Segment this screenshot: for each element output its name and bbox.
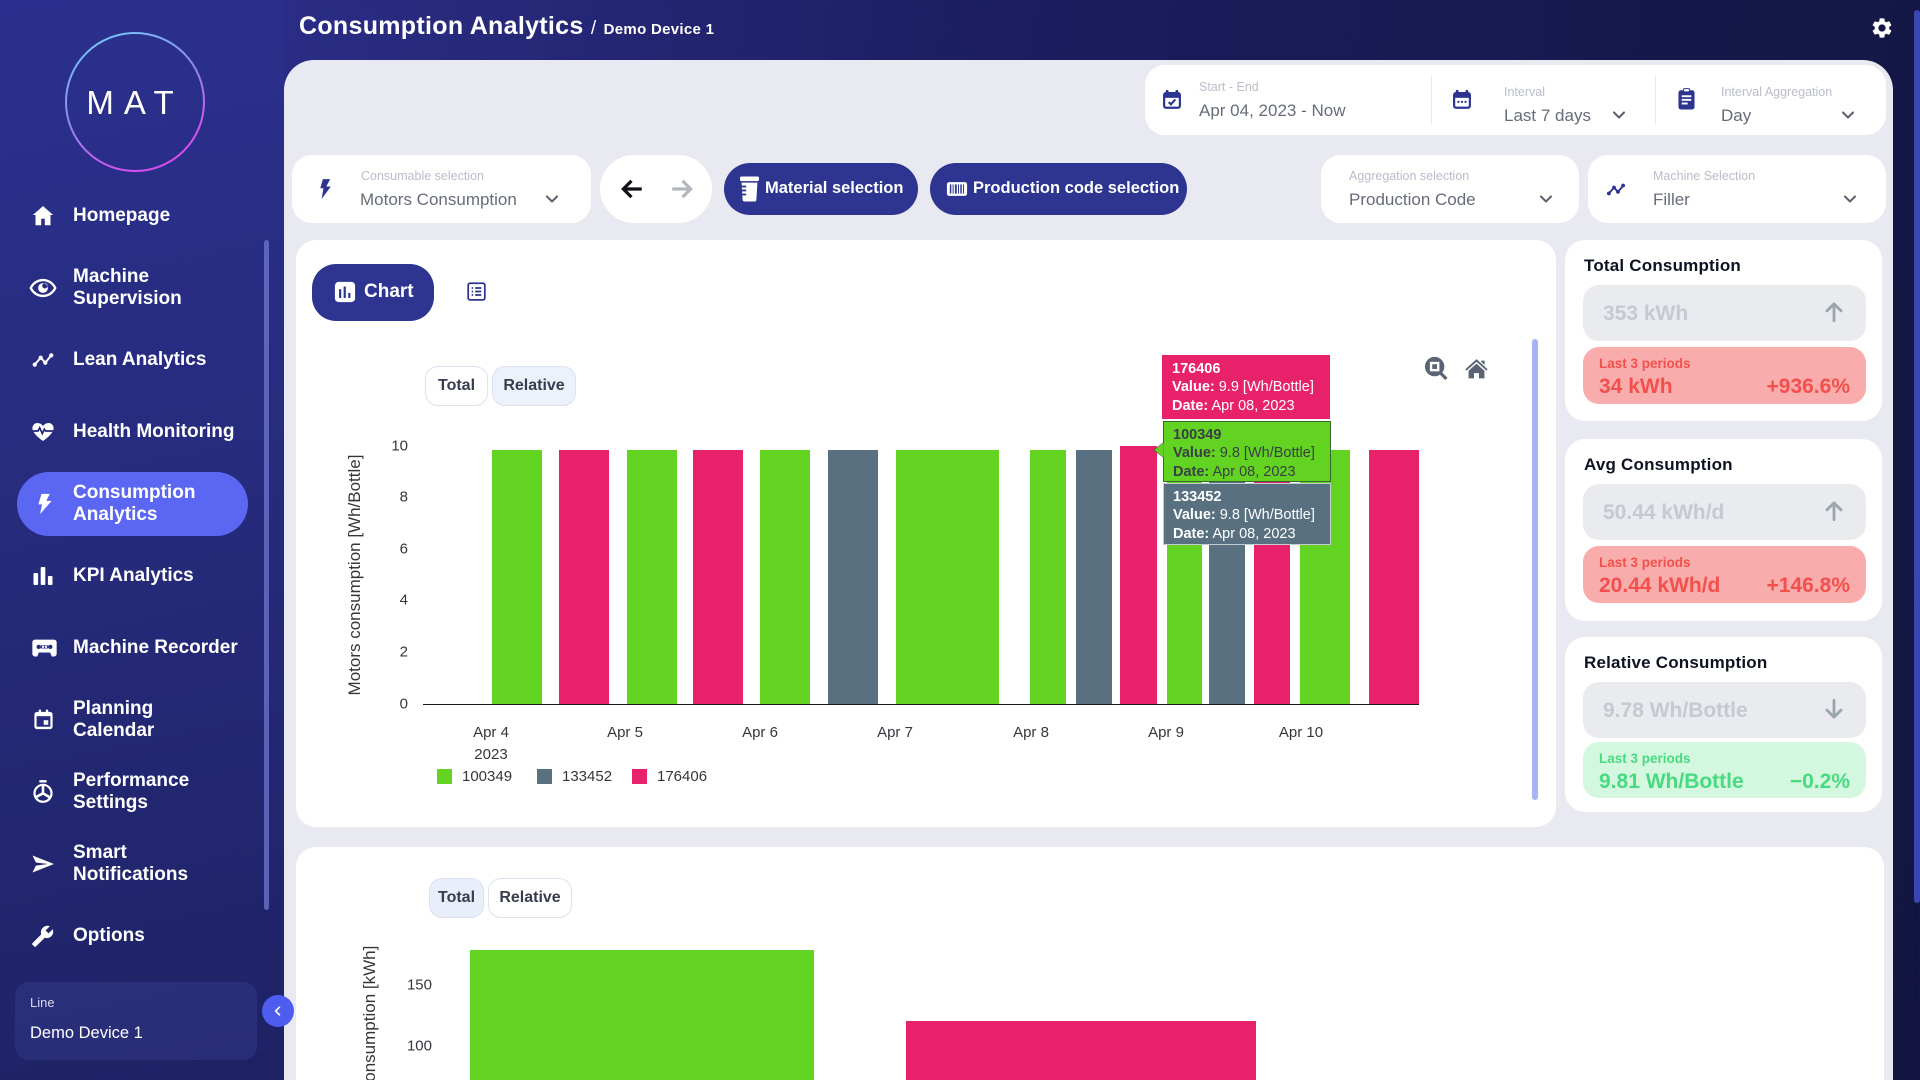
svg-text:MAT: MAT bbox=[86, 84, 183, 121]
